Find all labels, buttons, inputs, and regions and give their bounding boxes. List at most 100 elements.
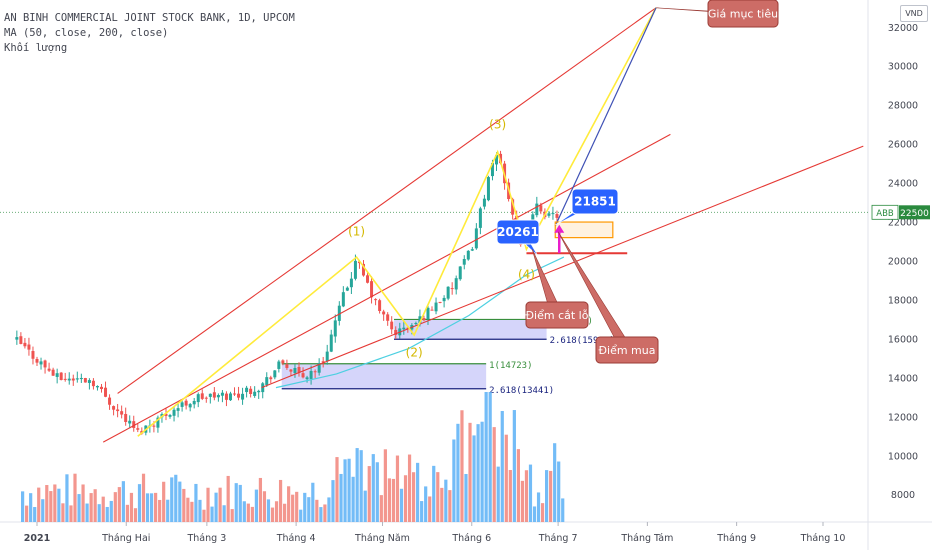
candle-body <box>224 393 228 400</box>
callout-red[interactable]: Giá mục tiêu <box>655 0 779 28</box>
candle-body <box>245 387 249 393</box>
candle-body <box>228 393 232 401</box>
candle-body <box>47 368 51 371</box>
candle-body <box>301 373 305 378</box>
volume-indicator-label[interactable]: Khối lượng <box>4 42 68 54</box>
candle-body <box>116 409 120 412</box>
callout-red[interactable]: Điểm cắt lỗ <box>525 249 589 329</box>
callout-text: 20261 <box>497 225 539 239</box>
volume-bar <box>532 506 537 522</box>
wave-label: (3) <box>489 118 506 132</box>
candle-body <box>216 395 220 398</box>
volume-bar <box>516 449 520 522</box>
volume-bar <box>101 496 105 522</box>
candle-body <box>394 329 398 335</box>
fib-label-2618: 2.618(15983) <box>550 336 615 346</box>
candle-body <box>257 390 261 393</box>
candle-body <box>434 302 438 312</box>
volume-bar <box>460 410 464 522</box>
fib-zone <box>281 363 487 389</box>
volume-bar <box>230 509 234 522</box>
candle-body <box>67 378 71 381</box>
candle-body <box>281 360 285 364</box>
currency-badge[interactable]: VND <box>900 5 928 22</box>
volume-bar <box>420 501 424 522</box>
candle-body <box>196 394 200 403</box>
volume-bar <box>367 466 371 522</box>
volume-bar <box>174 474 178 522</box>
volume-bar <box>407 454 412 522</box>
volume-bar <box>545 470 549 522</box>
volume-bar <box>496 466 500 522</box>
volume-bar <box>234 483 238 522</box>
volume-bar <box>319 507 323 522</box>
volume-bar <box>283 503 287 522</box>
callout-blue[interactable]: 20261 <box>496 219 540 257</box>
volume-bar <box>81 484 85 522</box>
callout-blue[interactable]: 21851 <box>555 188 619 226</box>
ma-indicator-label[interactable]: MA (50, close, 200, close) <box>4 27 169 39</box>
volume-bar <box>287 486 291 522</box>
volume-bar <box>295 491 299 522</box>
candle-body <box>390 321 394 330</box>
callout-box <box>707 0 779 28</box>
volume-bar <box>508 470 512 522</box>
volume-bar <box>154 492 158 522</box>
volume-bar <box>528 464 533 522</box>
candle-body <box>317 363 321 373</box>
volume-bar <box>540 503 545 522</box>
candle-body <box>188 404 192 408</box>
volume-bar <box>383 449 387 522</box>
volume-bar <box>387 478 392 522</box>
volume-bar <box>403 475 408 522</box>
candle-body <box>176 408 180 411</box>
candle-body <box>132 421 136 429</box>
candle-body <box>402 327 406 330</box>
candle-body <box>466 250 470 260</box>
volume-bar <box>113 492 117 522</box>
candle-body <box>386 314 390 321</box>
volume-bar <box>395 455 400 522</box>
time-tick-label: Tháng 10 <box>800 533 846 544</box>
callout-red[interactable]: Điểm mua <box>557 231 659 364</box>
candle-body <box>414 322 418 324</box>
candle-body <box>95 386 99 388</box>
callout-box <box>496 219 540 245</box>
candle-body <box>43 360 47 368</box>
volume-bar <box>375 462 379 522</box>
volume-bar <box>89 493 93 522</box>
chart-legend: AN BINH COMMERCIAL JOINT STOCK BANK, 1D,… <box>4 11 295 56</box>
candle-body <box>15 337 19 340</box>
volume-bar <box>137 484 142 522</box>
candle-body <box>499 153 503 164</box>
candle-body <box>63 378 67 380</box>
candle-body <box>551 213 555 215</box>
volume-bar <box>93 489 97 522</box>
candle-body <box>200 393 204 399</box>
volume-bar <box>432 465 436 522</box>
price-tick-label: 16000 <box>888 334 918 345</box>
candle-body <box>454 278 458 290</box>
candle-body <box>297 366 301 373</box>
volume-bar <box>69 505 73 522</box>
candle-body <box>458 266 462 280</box>
volume-bar <box>97 504 101 522</box>
callout-text: 21851 <box>574 195 616 209</box>
candle-body <box>249 388 253 395</box>
price-tick-label: 30000 <box>888 62 918 73</box>
volume-bar <box>428 496 432 522</box>
candle-body <box>87 380 91 383</box>
volume-bar <box>492 427 496 522</box>
candle-body <box>309 370 313 379</box>
wave-path <box>137 7 657 437</box>
volume-bar <box>500 410 504 522</box>
volume-bar <box>182 488 186 522</box>
symbol-tag-label: ABB <box>876 209 894 219</box>
volume-bar <box>536 492 541 522</box>
symbol-title[interactable]: AN BINH COMMERCIAL JOINT STOCK BANK, 1D,… <box>4 12 295 24</box>
candle-body <box>172 409 176 416</box>
channel-line <box>261 145 864 389</box>
fib-label-2618: 2.618(13441) <box>489 386 554 396</box>
volume-bar <box>194 483 198 522</box>
